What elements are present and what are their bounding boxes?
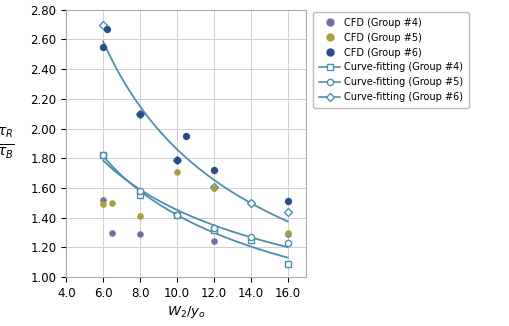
X-axis label: $W_2 / y_o$: $W_2 / y_o$ <box>166 304 205 320</box>
Point <box>173 169 181 174</box>
Point <box>182 133 190 139</box>
Point <box>108 230 116 235</box>
Point <box>103 26 111 32</box>
Point <box>283 230 291 235</box>
Point <box>99 202 107 207</box>
Point <box>99 44 107 50</box>
Point <box>136 214 144 219</box>
Point <box>173 157 181 162</box>
Point <box>136 111 144 116</box>
Point <box>283 231 291 237</box>
Point <box>209 239 217 244</box>
Point <box>209 168 217 173</box>
Point <box>99 197 107 202</box>
Point <box>108 200 116 205</box>
Y-axis label: $\tau_R$
$\overline{\tau_B}$: $\tau_R$ $\overline{\tau_B}$ <box>0 126 14 161</box>
Legend: CFD (Group #4), CFD (Group #5), CFD (Group #6), Curve-fitting (Group #4), Curve-: CFD (Group #4), CFD (Group #5), CFD (Gro… <box>313 12 468 108</box>
Point <box>209 185 217 191</box>
Point <box>136 231 144 237</box>
Point <box>283 199 291 204</box>
